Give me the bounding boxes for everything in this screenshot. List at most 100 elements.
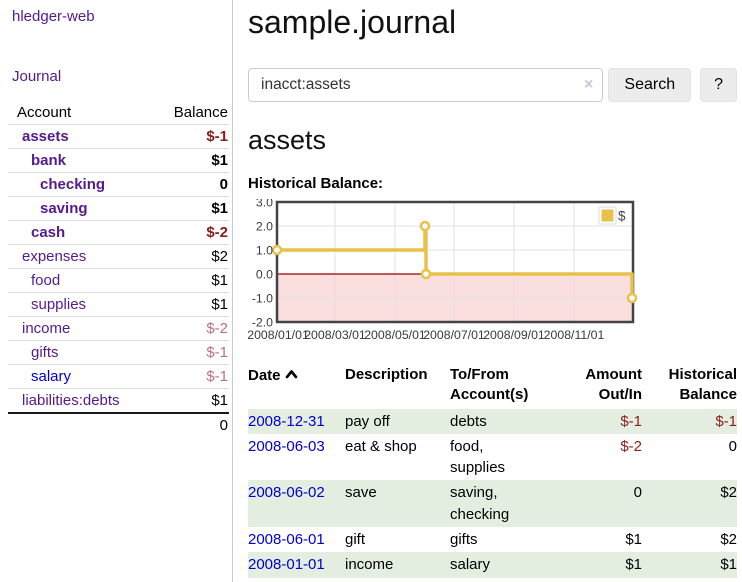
account-link-income[interactable]: income bbox=[22, 320, 71, 337]
account-balance: 0 bbox=[219, 176, 228, 193]
account-link-salary[interactable]: salary bbox=[31, 368, 72, 385]
account-row: cash $-2 bbox=[8, 220, 229, 244]
account-balance: $-1 bbox=[206, 368, 228, 385]
transaction-balance: $2 bbox=[720, 484, 737, 502]
register-row: 2008-01-01 income salary $1 $1 bbox=[248, 552, 737, 578]
balance-series-markers bbox=[271, 220, 638, 304]
transaction-accounts: gifts bbox=[450, 530, 478, 548]
transaction-balance: $1 bbox=[720, 556, 737, 574]
account-balance: $2 bbox=[211, 248, 228, 265]
account-table-header: Account Balance bbox=[8, 101, 229, 124]
column-header-date[interactable]: Date bbox=[248, 364, 345, 409]
account-row: gifts $-1 bbox=[8, 340, 229, 364]
transaction-balance: $-1 bbox=[715, 412, 737, 430]
svg-text:2008/11/01: 2008/11/01 bbox=[544, 328, 605, 342]
chart-y-axis-labels: 3.0 2.0 1.0 0.0 -1.0 -2.0 bbox=[252, 199, 273, 330]
transaction-date-link[interactable]: 2008-06-01 bbox=[248, 530, 325, 548]
register-row: 2008-12-31 pay off debts $-1 $-1 bbox=[248, 408, 737, 434]
account-link-food[interactable]: food bbox=[31, 272, 61, 289]
svg-text:2008/01/01: 2008/01/01 bbox=[248, 328, 309, 342]
account-link-liabilities-debts[interactable]: liabilities:debts bbox=[22, 392, 120, 409]
account-balance: $-1 bbox=[206, 344, 228, 361]
account-link-bank[interactable]: bank bbox=[31, 152, 67, 169]
transaction-balance: 0 bbox=[728, 437, 737, 455]
svg-text:3.0: 3.0 bbox=[256, 199, 273, 210]
journal-title: sample.journal bbox=[248, 4, 457, 40]
account-balance: $1 bbox=[211, 272, 228, 289]
svg-text:-2.0: -2.0 bbox=[252, 316, 273, 330]
chart-x-axis-labels: 2008/01/01 2008/03/01 2008/05/01 2008/07… bbox=[248, 328, 604, 342]
app-title-link[interactable]: hledger-web bbox=[12, 8, 95, 25]
account-column-header: Account bbox=[17, 104, 72, 121]
account-link-saving[interactable]: saving bbox=[40, 200, 88, 217]
account-balance-table: Account Balance assets $-1 bank $1 check… bbox=[8, 101, 229, 438]
account-row: expenses $2 bbox=[8, 244, 229, 268]
chart-title: Historical Balance: bbox=[248, 175, 384, 192]
column-header-description: Description bbox=[345, 366, 428, 383]
account-balance: $1 bbox=[211, 392, 228, 409]
sidebar-item-journal[interactable]: Journal bbox=[12, 68, 62, 85]
column-header-accounts: To/From Account(s) bbox=[450, 366, 529, 404]
register-table: Date Description To/From Account(s) Amou… bbox=[248, 364, 737, 578]
account-link-gifts[interactable]: gifts bbox=[31, 344, 59, 361]
help-button[interactable]: ? bbox=[700, 68, 737, 102]
account-row: saving $1 bbox=[8, 196, 229, 220]
transaction-description: income bbox=[345, 556, 394, 574]
legend-swatch-gold-square-icon bbox=[601, 209, 614, 222]
svg-text:2008/03/01: 2008/03/01 bbox=[304, 328, 366, 342]
account-link-cash[interactable]: cash bbox=[31, 224, 66, 241]
transaction-date-link[interactable]: 2008-06-02 bbox=[248, 484, 325, 502]
account-balance: $1 bbox=[211, 200, 228, 217]
transaction-amount: $-2 bbox=[620, 437, 642, 455]
sidebar: hledger-web Journal Account Balance asse… bbox=[0, 0, 233, 582]
search-form: × Search ? bbox=[248, 68, 737, 102]
transaction-accounts: salary bbox=[450, 556, 491, 574]
account-row: food $1 bbox=[8, 268, 229, 292]
transaction-balance: $2 bbox=[720, 530, 737, 548]
register-row: 2008-06-03 eat & shop food, supplies $-2… bbox=[248, 434, 737, 481]
transaction-date-link[interactable]: 2008-06-03 bbox=[248, 437, 325, 455]
transaction-date-link[interactable]: 2008-12-31 bbox=[248, 412, 325, 430]
transaction-date-link[interactable]: 2008-01-01 bbox=[248, 556, 325, 574]
svg-text:2008/07/01: 2008/07/01 bbox=[423, 328, 485, 342]
clear-search-icon[interactable]: × bbox=[584, 76, 594, 93]
account-balance: $-1 bbox=[206, 128, 228, 145]
account-row: liabilities:debts $1 bbox=[8, 388, 229, 412]
transaction-accounts: debts bbox=[450, 412, 487, 430]
svg-text:-1.0: -1.0 bbox=[252, 292, 273, 306]
account-balance: $-2 bbox=[206, 224, 228, 241]
svg-text:2008/05/01: 2008/05/01 bbox=[364, 328, 426, 342]
account-link-supplies[interactable]: supplies bbox=[31, 296, 87, 313]
chart-legend: $ bbox=[598, 206, 626, 225]
svg-text:1.0: 1.0 bbox=[256, 244, 273, 258]
transaction-accounts: saving, checking bbox=[450, 484, 510, 523]
main-content: sample.journal × Search ? assets Histori… bbox=[233, 0, 742, 578]
account-row: assets $-1 bbox=[8, 124, 229, 148]
account-link-assets[interactable]: assets bbox=[22, 128, 69, 145]
sort-ascending-icon bbox=[285, 365, 298, 385]
account-link-expenses[interactable]: expenses bbox=[22, 248, 87, 265]
register-row: 2008-06-02 save saving, checking 0 $2 bbox=[248, 480, 737, 527]
accounts-total: 0 bbox=[8, 412, 229, 438]
transaction-accounts: food, supplies bbox=[450, 437, 506, 477]
account-row: bank $1 bbox=[8, 148, 229, 172]
account-heading: assets bbox=[248, 125, 327, 155]
legend-label: $ bbox=[618, 209, 626, 224]
transaction-amount: $1 bbox=[625, 530, 642, 548]
chart-border bbox=[275, 200, 635, 324]
column-header-amount: Amount Out/In bbox=[585, 366, 642, 404]
transaction-amount: 0 bbox=[633, 484, 642, 502]
transaction-amount: $-1 bbox=[620, 412, 642, 430]
historical-balance-chart: $ 3.0 2.0 1.0 0.0 -1.0 -2.0 2008/01/01 2… bbox=[248, 199, 638, 342]
search-button[interactable]: Search bbox=[608, 68, 692, 102]
account-balance: $1 bbox=[211, 152, 228, 169]
account-row: salary $-1 bbox=[8, 364, 229, 388]
balance-column-header: Balance bbox=[173, 104, 228, 121]
transaction-description: gift bbox=[345, 530, 366, 548]
transaction-amount: $1 bbox=[625, 556, 642, 574]
search-input[interactable] bbox=[248, 68, 604, 102]
account-row: income $-2 bbox=[8, 316, 229, 340]
account-link-checking[interactable]: checking bbox=[40, 176, 106, 193]
column-header-balance: Historical Balance bbox=[668, 366, 737, 404]
register-header-row: Date Description To/From Account(s) Amou… bbox=[248, 364, 737, 409]
